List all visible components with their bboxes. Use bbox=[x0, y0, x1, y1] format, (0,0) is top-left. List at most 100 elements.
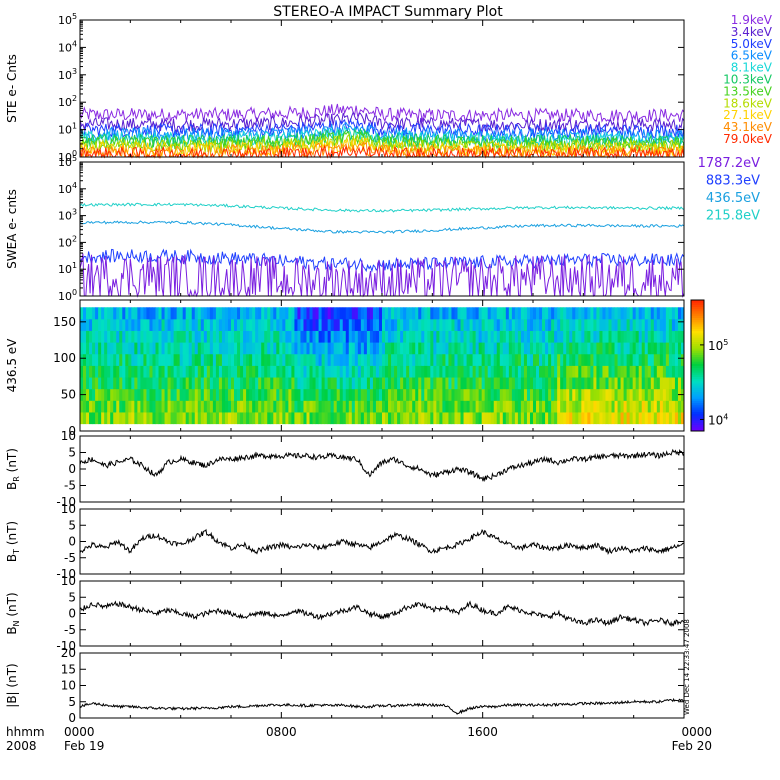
spectrogram-cell bbox=[517, 342, 522, 355]
spectrogram-cell bbox=[152, 377, 156, 390]
spectrogram-cell bbox=[372, 353, 377, 366]
spectrogram-cell bbox=[212, 330, 217, 343]
legend-entry: 8.1keV bbox=[731, 61, 773, 75]
spectrogram-cell bbox=[451, 388, 455, 401]
spectrogram-cell bbox=[529, 342, 534, 355]
spectrogram-cell bbox=[137, 377, 141, 390]
spectrogram-cell bbox=[200, 400, 205, 413]
spectrogram-cell bbox=[406, 388, 410, 401]
spectrogram-cell bbox=[351, 330, 356, 343]
spectrogram-cell bbox=[255, 388, 259, 401]
spectrogram-cell bbox=[267, 377, 271, 390]
spectrogram-cell bbox=[342, 353, 347, 366]
spectrogram-cell bbox=[146, 342, 150, 355]
spectrogram-cell bbox=[149, 377, 153, 390]
spectrogram-cell bbox=[484, 342, 489, 355]
spectrogram-cell bbox=[457, 318, 461, 331]
spectrogram-cell bbox=[650, 412, 655, 425]
spectrogram-cell bbox=[385, 377, 389, 390]
spectrogram-cell bbox=[249, 307, 253, 320]
spectrogram-cell bbox=[315, 412, 319, 425]
spectrogram-cell bbox=[584, 318, 588, 331]
spectrogram-cell bbox=[511, 412, 516, 425]
spectrogram-cell bbox=[593, 330, 597, 343]
time-tick-label: 0000 bbox=[681, 725, 712, 739]
spectrogram-cell bbox=[140, 330, 144, 343]
spectrogram-cell bbox=[475, 400, 480, 413]
spectrogram-cell bbox=[95, 388, 99, 401]
spectrogram-cell bbox=[80, 330, 84, 343]
spectrogram-cell bbox=[424, 365, 428, 378]
spectrogram-cell bbox=[641, 365, 646, 378]
y-tick-label: 5 bbox=[68, 518, 76, 532]
spectrogram-cell bbox=[487, 307, 492, 320]
spectrogram-cell bbox=[460, 330, 464, 343]
spectrogram-cell bbox=[128, 365, 132, 378]
y-axis-label: BN (nT) bbox=[5, 592, 21, 634]
spectrogram-cell bbox=[635, 365, 640, 378]
spectrogram-cell bbox=[397, 307, 401, 320]
spectrogram-cell bbox=[288, 353, 292, 366]
spectrogram-cell bbox=[312, 377, 316, 390]
spectrogram-cell bbox=[469, 342, 473, 355]
spectrogram-cell bbox=[318, 400, 322, 413]
spectrogram-cell bbox=[348, 342, 353, 355]
spectrogram-cell bbox=[665, 318, 670, 331]
spectrogram-cell bbox=[566, 377, 570, 390]
spectrogram-cell bbox=[647, 307, 652, 320]
colorbar-cell bbox=[691, 385, 704, 388]
spectrogram-cell bbox=[372, 342, 377, 355]
spectrogram-cell bbox=[240, 412, 244, 425]
spectrogram-cell bbox=[385, 318, 389, 331]
spectrogram-cell bbox=[143, 365, 147, 378]
spectrogram-cell bbox=[400, 377, 404, 390]
spectrogram-cell bbox=[351, 307, 356, 320]
y-tick-label: -10 bbox=[56, 639, 76, 653]
spectrogram-cell bbox=[475, 377, 480, 390]
spectrogram-cell bbox=[596, 365, 600, 378]
spectrogram-cell bbox=[221, 330, 226, 343]
spectrogram-cell bbox=[333, 377, 338, 390]
spectrogram-cell bbox=[520, 353, 525, 366]
spectrogram-cell bbox=[273, 377, 277, 390]
spectrogram-cell bbox=[146, 412, 150, 425]
spectrogram-cell bbox=[107, 330, 111, 343]
spectrogram-cell bbox=[545, 330, 549, 343]
spectrogram-cell bbox=[110, 388, 114, 401]
y-tick-label: 103 bbox=[58, 67, 77, 82]
spectrogram-cell bbox=[590, 353, 594, 366]
y-axis-label: BR (nT) bbox=[5, 448, 21, 490]
spectrogram-cell bbox=[185, 412, 190, 425]
colorbar-cell bbox=[691, 300, 704, 303]
spectrogram-cell bbox=[104, 400, 108, 413]
spectrogram-cell bbox=[369, 307, 374, 320]
spectrogram-cell bbox=[279, 365, 283, 378]
y-tick-label: 105 bbox=[58, 154, 77, 169]
spectrogram-cell bbox=[101, 307, 105, 320]
spectrogram-cell bbox=[409, 412, 413, 425]
spectrogram-cell bbox=[318, 318, 322, 331]
spectrogram-cell bbox=[146, 330, 150, 343]
spectrogram-cell bbox=[258, 307, 262, 320]
spectrogram-cell bbox=[617, 318, 621, 331]
spectrogram-cell bbox=[342, 400, 347, 413]
spectrogram-cell bbox=[605, 388, 609, 401]
spectrogram-cell bbox=[511, 342, 516, 355]
spectrogram-cell bbox=[593, 388, 597, 401]
spectrogram-cell bbox=[526, 353, 531, 366]
spectrogram-cell bbox=[584, 400, 588, 413]
y-tick-label: 10 bbox=[61, 574, 76, 588]
spectrogram-cell bbox=[282, 318, 286, 331]
spectrogram-cell bbox=[360, 353, 365, 366]
spectrogram-cell bbox=[647, 365, 652, 378]
spectrogram-cell bbox=[240, 318, 244, 331]
spectrogram-cell bbox=[360, 330, 365, 343]
spectrogram-cell bbox=[240, 400, 244, 413]
spectrogram-cell bbox=[134, 318, 138, 331]
spectrogram-cell bbox=[128, 342, 132, 355]
spectrogram-cell bbox=[533, 365, 537, 378]
spectrogram-cell bbox=[363, 318, 368, 331]
spectrogram-cell bbox=[508, 365, 513, 378]
spectrogram-cell bbox=[578, 388, 582, 401]
spectrogram-cell bbox=[92, 412, 96, 425]
